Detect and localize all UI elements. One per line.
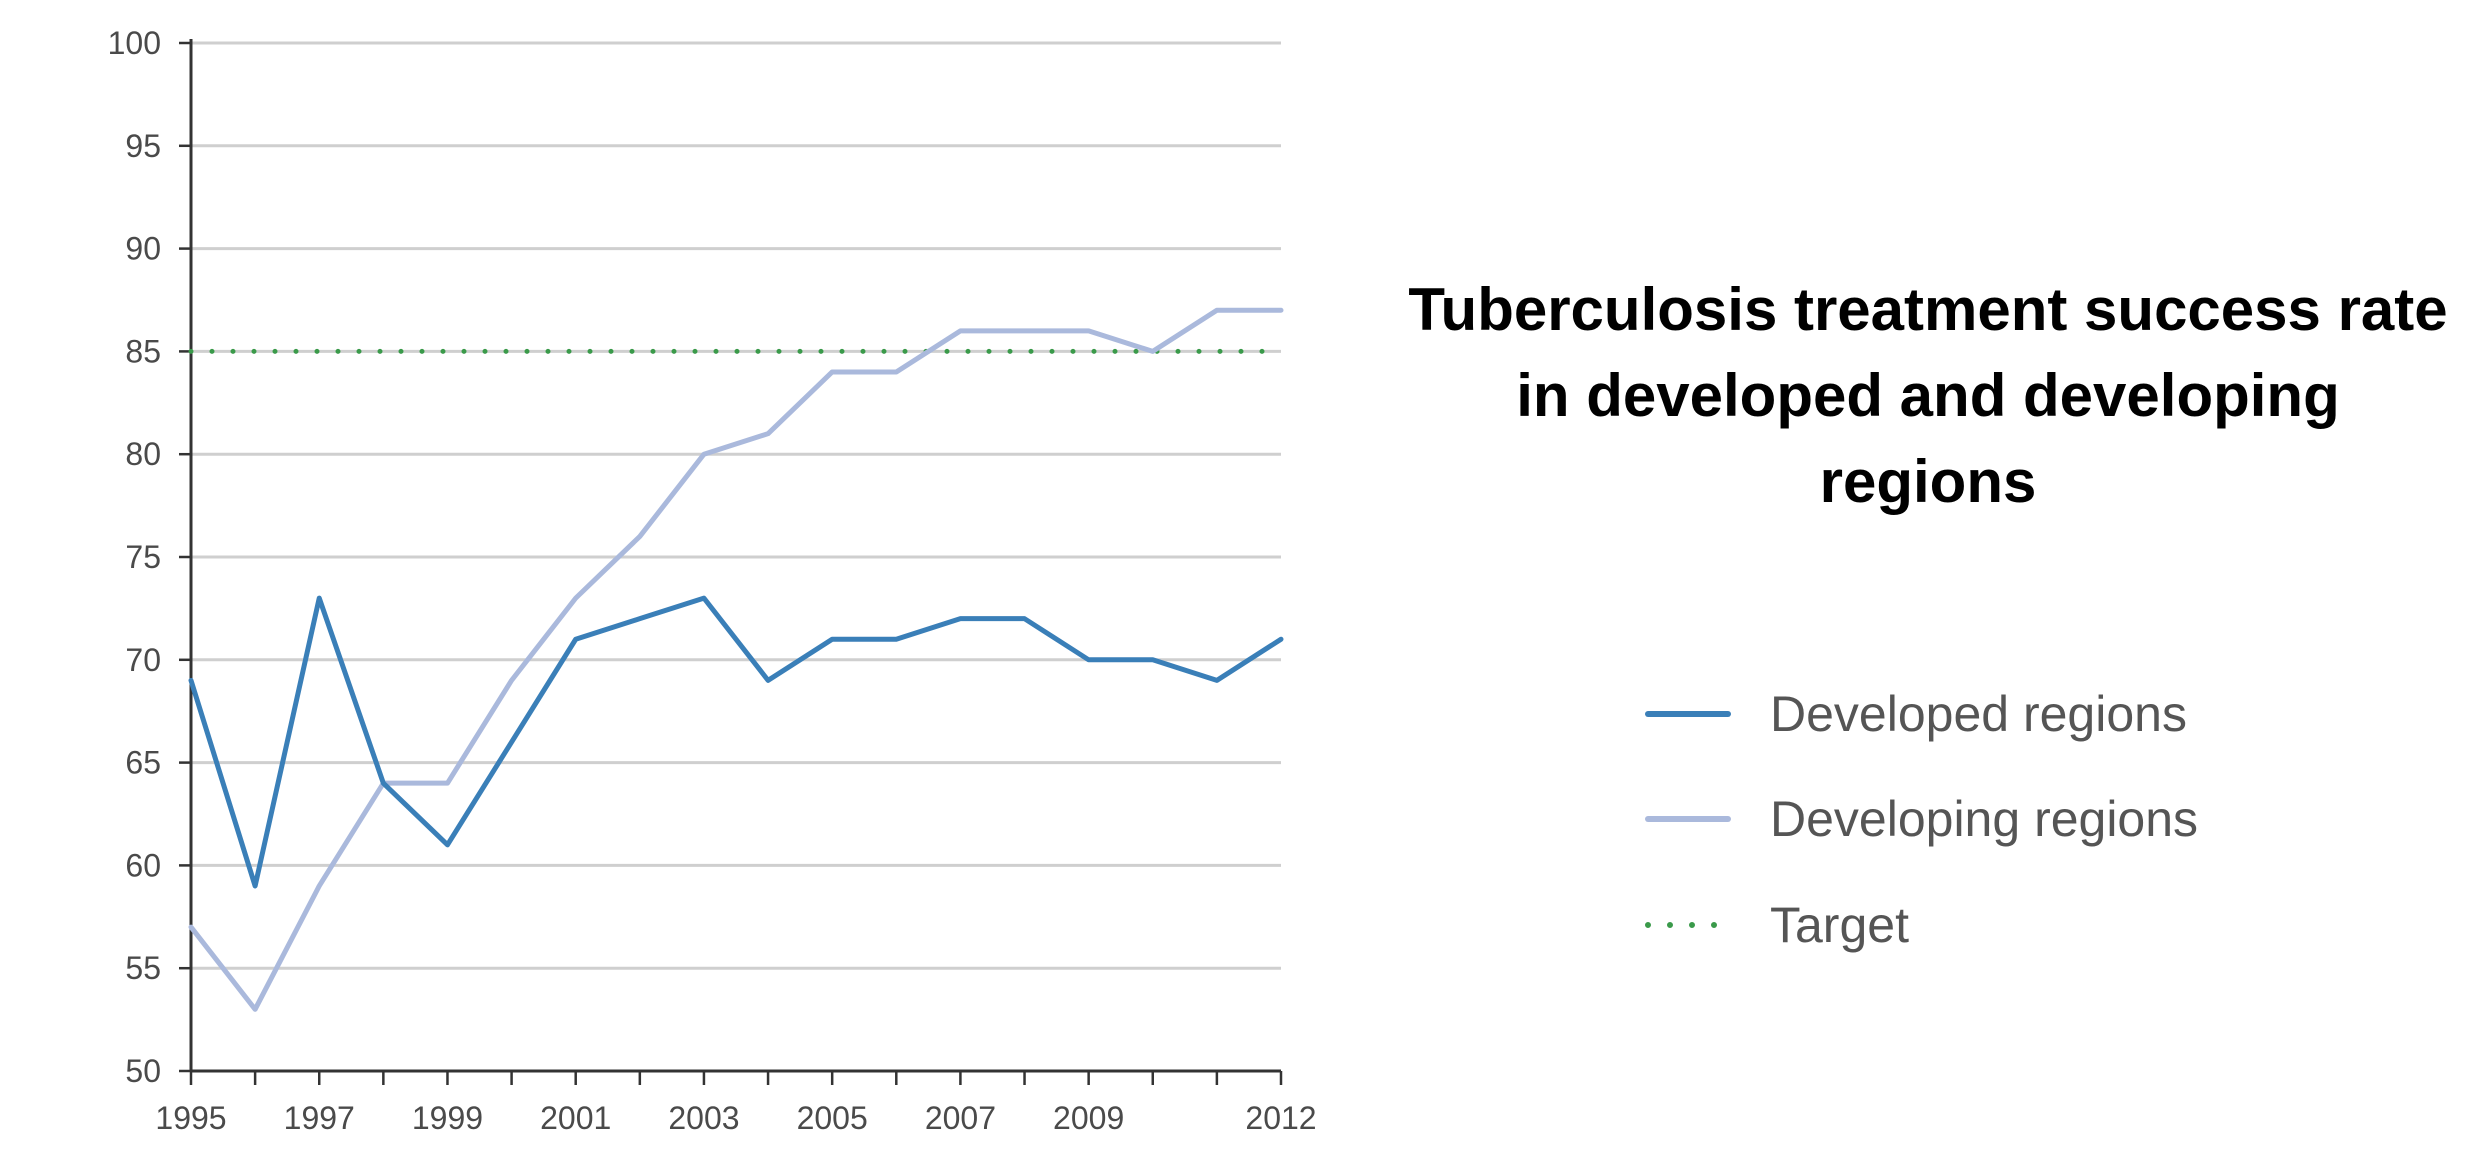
x-tick-label: 1999 — [412, 1100, 483, 1136]
x-tick-label: 2005 — [797, 1100, 868, 1136]
legend-label: Developed regions — [1770, 686, 2187, 742]
y-tick-labels: 50 55 60 65 70 75 80 85 90 95 100 — [108, 25, 161, 1089]
chart-title-line: regions — [1820, 448, 2037, 515]
y-tick-label: 70 — [125, 642, 161, 678]
chart-title-line: in developed and developing — [1516, 362, 2339, 429]
y-tick-label: 80 — [125, 436, 161, 472]
x-tick-label: 2001 — [540, 1100, 611, 1136]
x-tick-labels: 1995 1997 1999 2001 2003 2005 2007 2009 2012 — [155, 1100, 1316, 1136]
x-tick-label: 2003 — [668, 1100, 739, 1136]
y-tick-label: 50 — [125, 1053, 161, 1089]
grid-lines — [191, 41, 1281, 970]
axes — [179, 39, 1283, 1085]
y-tick-label: 55 — [125, 950, 161, 986]
x-tick-label: 2007 — [925, 1100, 996, 1136]
y-tick-label: 60 — [125, 847, 161, 883]
chart-title: Tuberculosis treatment success rate in de… — [1408, 276, 2447, 515]
legend: Developed regions Developing regions Targe… — [1645, 686, 2198, 953]
y-tick-label: 90 — [125, 231, 161, 267]
x-tick-label: 1995 — [155, 1100, 226, 1136]
legend-label: Target — [1770, 897, 1909, 953]
x-tick-label: 2012 — [1245, 1100, 1316, 1136]
y-tick-label: 75 — [125, 539, 161, 575]
x-tick-label: 1997 — [284, 1100, 355, 1136]
y-tick-label: 95 — [125, 128, 161, 164]
y-tick-label: 85 — [125, 333, 161, 369]
x-tick-label: 2009 — [1053, 1100, 1124, 1136]
y-tick-label: 100 — [108, 25, 161, 61]
series-line-developed-regions — [188, 595, 1284, 889]
chart-title-text: Tuberculosis treatment success rate in de… — [1408, 276, 2447, 515]
series-line-developing-regions — [188, 307, 1284, 1012]
y-tick-label: 65 — [125, 745, 161, 781]
plot-lines — [188, 307, 1284, 1012]
legend-label: Developing regions — [1770, 791, 2198, 847]
chart-title-line: Tuberculosis treatment success rate — [1408, 276, 2447, 343]
